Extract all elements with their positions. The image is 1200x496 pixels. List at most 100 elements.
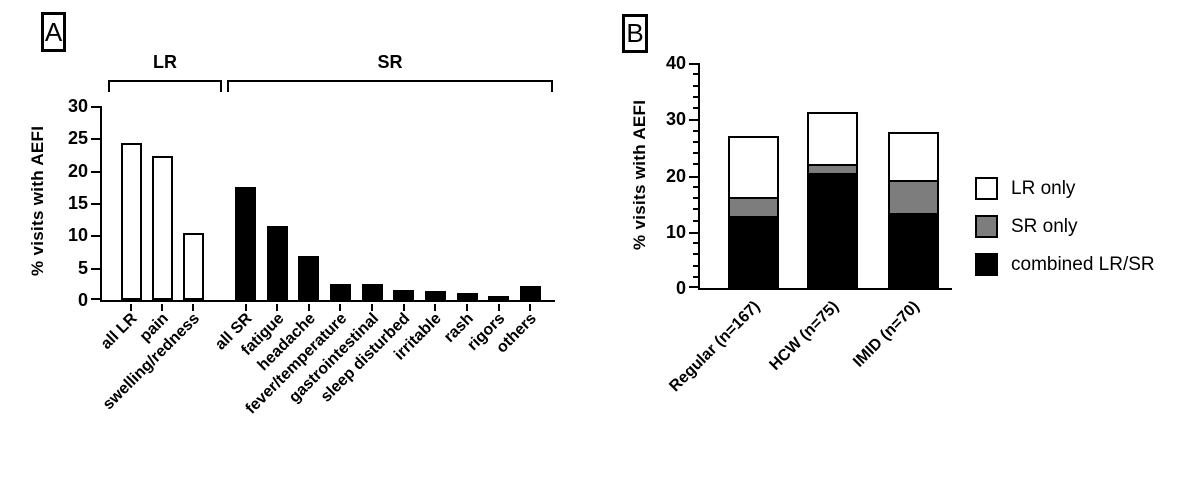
x-axis-tick [339,304,341,311]
y-axis-tick [91,267,100,270]
y-axis-tick-label: 30 [665,109,686,130]
panel-b-plot-area: 0 10 20 30 40 [666,54,952,297]
y-axis-tick [91,170,100,173]
y-axis-tick [689,231,698,234]
y-axis-minor-tick [693,84,698,87]
y-axis-tick [689,175,698,178]
bar-all-lr [120,142,142,300]
y-axis-minor-tick [693,107,698,109]
y-axis-minor-tick [693,95,698,98]
y-axis-minor-tick [693,275,698,278]
legend-swatch-lr-only-icon [975,177,998,200]
y-axis-tick-label: 5 [77,257,88,278]
y-axis-tick [91,235,100,238]
panel-a-plot-area: 0 5 10 15 20 25 30 [68,97,555,311]
bar-headache [298,256,319,300]
bar-fatigue [266,225,288,300]
bar-gastrointestinal [361,283,383,300]
panel-a-label: A [41,12,66,52]
y-axis-tick-label: 10 [665,221,686,242]
bar-irritable [424,290,446,300]
segment-lr-only [730,138,777,200]
legend-label-combined: combined LR/SR [1011,253,1155,275]
y-axis-tick [689,119,698,122]
y-axis-tick [689,63,698,65]
y-axis-tick-label: 25 [67,128,88,149]
y-axis-minor-tick [693,264,698,267]
y-axis-tick-label: 20 [665,165,686,186]
bracket-lr [108,80,222,92]
y-axis-tick-label: 0 [675,278,686,298]
legend-swatch-sr-only-icon [975,215,998,238]
y-axis-minor-tick [693,163,698,166]
stacked-bar-hcw-n-75 [807,111,858,288]
x-axis-tick [130,304,132,311]
legend-swatch-combined-icon [975,253,998,276]
legend: LR only SR only combined LR/SR [975,177,1155,276]
segment-lr-only [889,134,937,182]
y-axis-tick-label: 40 [665,53,686,73]
y-axis-tick [91,298,100,300]
y-axis-tick-label: 15 [67,193,88,213]
bar-rash [456,292,478,300]
legend-item-sr-only: SR only [975,215,1155,238]
x-axis-tick [371,304,373,311]
y-axis-tick [689,286,698,288]
bar-sleep-disturbed [393,290,414,300]
x-axis-tick [434,304,436,311]
legend-item-combined: combined LR/SR [975,253,1155,276]
y-axis-tick [91,203,100,205]
y-axis-tick-label: 0 [77,290,88,310]
stacked-bar-regular-n-167 [728,136,779,288]
y-axis-minor-tick [693,219,698,222]
bar-pain [151,156,173,300]
bar-rigors [488,296,509,300]
y-axis-minor-tick [693,253,698,256]
segment-lr-only [809,113,856,167]
y-axis-tick-label: 30 [67,96,88,116]
segment-sr-only [889,181,937,214]
stacked-bar-imid-n-70 [887,132,939,288]
panel-b-label: B [622,14,648,53]
y-axis-minor-tick [693,197,698,199]
x-axis-tick [529,304,531,311]
y-axis-minor-tick [693,140,698,143]
segment-sr-only [809,166,856,173]
x-label-imid-n-70: IMID (n=70) [850,298,924,371]
legend-item-lr-only: LR only [975,177,1155,200]
y-axis-tick [91,106,100,108]
bar-swelling-redness [182,233,204,300]
x-axis-tick [466,304,468,311]
legend-label-sr-only: SR only [1011,215,1078,237]
y-axis-minor-tick [693,208,698,211]
y-axis-tick [91,138,100,141]
y-axis-tick-label: 20 [67,160,88,181]
segment-combined-lr-sr [889,213,937,286]
y-axis-tick-label: 10 [67,225,88,246]
x-axis-tick [276,304,278,311]
bar-others [519,285,541,300]
x-label-regular-n-167: Regular (n=167) [666,298,764,396]
bracket-label-sr: SR [377,52,403,72]
panel-b-y-axis-title: % visits with AEFI [630,99,649,251]
segment-combined-lr-sr [809,172,856,286]
y-axis-minor-tick [693,129,698,132]
y-axis-minor-tick [693,242,698,244]
x-label-all-lr: all LR [98,310,142,353]
bracket-label-lr: LR [153,52,177,72]
bar-all-sr [235,186,256,300]
segment-sr-only [730,199,777,216]
x-axis-tick [161,304,163,311]
bracket-sr [227,80,553,92]
x-label-hcw-n-75: HCW (n=75) [766,298,843,374]
x-axis-tick [402,304,405,311]
x-axis-tick [244,304,247,311]
panel-a-y-axis-title: % visits with AEFI [28,125,47,277]
x-axis-tick [307,304,310,311]
segment-combined-lr-sr [730,215,777,286]
y-axis-minor-tick [693,185,698,188]
y-axis-minor-tick [693,73,698,76]
x-axis-tick [497,304,500,311]
x-axis-tick [192,304,194,311]
